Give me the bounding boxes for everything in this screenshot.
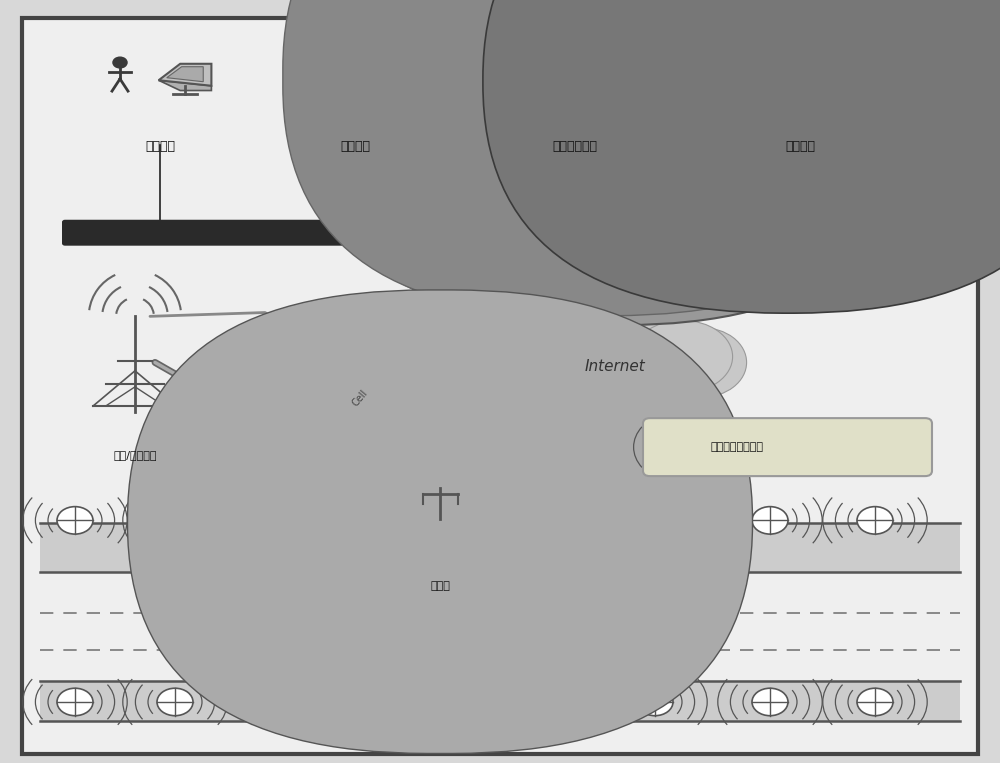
FancyBboxPatch shape (62, 220, 873, 246)
Circle shape (517, 507, 553, 534)
Circle shape (752, 507, 788, 534)
Circle shape (857, 688, 893, 716)
FancyBboxPatch shape (128, 290, 753, 754)
Text: 监控中心: 监控中心 (145, 140, 175, 153)
Circle shape (794, 61, 810, 73)
Ellipse shape (483, 327, 573, 398)
Text: 城管调度中心: 城管调度中心 (552, 140, 598, 153)
FancyBboxPatch shape (366, 74, 394, 99)
Text: 手机巡检: 手机巡检 (340, 140, 370, 153)
FancyBboxPatch shape (40, 681, 960, 721)
Ellipse shape (609, 327, 727, 412)
Circle shape (113, 57, 127, 68)
FancyBboxPatch shape (573, 61, 622, 93)
Circle shape (57, 688, 93, 716)
FancyBboxPatch shape (22, 18, 978, 754)
FancyBboxPatch shape (643, 418, 932, 476)
Circle shape (752, 688, 788, 716)
Circle shape (520, 57, 534, 68)
Ellipse shape (632, 320, 733, 393)
Text: 移动/电信基站: 移动/电信基站 (113, 450, 157, 460)
Circle shape (157, 507, 193, 534)
Ellipse shape (577, 309, 703, 385)
Circle shape (277, 688, 313, 716)
Circle shape (377, 98, 383, 102)
Text: Internet: Internet (585, 359, 645, 374)
Circle shape (517, 688, 553, 716)
Circle shape (397, 507, 433, 534)
Circle shape (637, 688, 673, 716)
Circle shape (664, 435, 696, 459)
FancyBboxPatch shape (566, 84, 610, 98)
Polygon shape (167, 66, 203, 82)
Text: 施工申请: 施工申请 (785, 140, 815, 153)
Ellipse shape (527, 309, 653, 385)
Ellipse shape (657, 327, 747, 398)
Circle shape (157, 688, 193, 716)
Circle shape (323, 57, 337, 68)
Text: 集控器: 集控器 (430, 581, 450, 591)
Circle shape (277, 507, 313, 534)
FancyBboxPatch shape (483, 0, 1000, 313)
Ellipse shape (497, 320, 598, 393)
Circle shape (397, 688, 433, 716)
FancyBboxPatch shape (40, 523, 960, 572)
Ellipse shape (542, 311, 688, 414)
Polygon shape (159, 80, 211, 91)
FancyBboxPatch shape (304, 0, 920, 325)
FancyBboxPatch shape (357, 61, 403, 112)
Text: 内置传感器的井盖: 内置传感器的井盖 (710, 442, 763, 452)
Circle shape (57, 507, 93, 534)
Circle shape (857, 507, 893, 534)
Text: Cell: Cell (350, 388, 369, 408)
Polygon shape (159, 64, 211, 85)
Circle shape (637, 507, 673, 534)
Ellipse shape (503, 327, 621, 412)
FancyBboxPatch shape (283, 0, 912, 316)
